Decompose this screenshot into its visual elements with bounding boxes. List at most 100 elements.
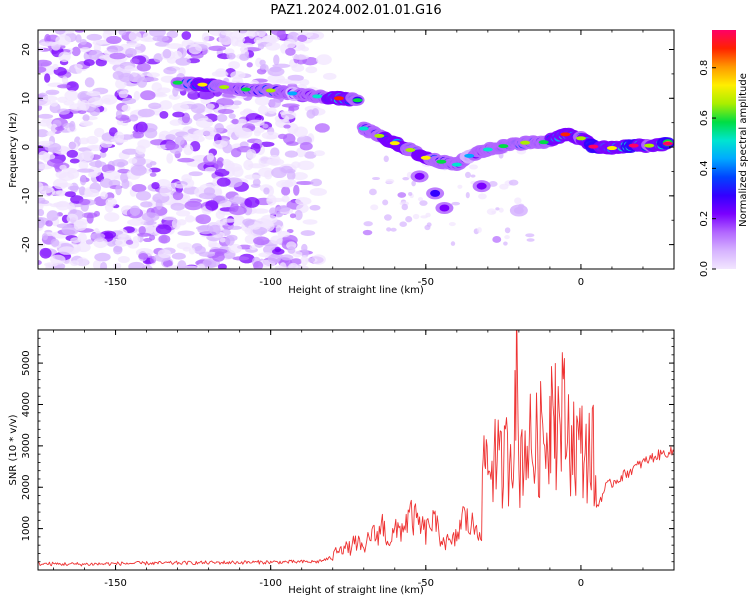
heatmap-noise-cell [86, 145, 98, 150]
heatmap-noise-cell [243, 159, 254, 171]
heatmap-noise-cell [214, 168, 230, 177]
snr-y-tick-label: 2000 [21, 475, 32, 500]
heatmap-noise-cell [499, 183, 509, 190]
heatmap-noise-cell [41, 95, 58, 102]
heatmap-noise-cell [468, 164, 479, 170]
heatmap-noise-cell [448, 222, 456, 227]
heatmap-noise-cell [478, 193, 487, 200]
heatmap-noise-cell [41, 118, 53, 124]
heatmap-noise-cell [419, 200, 428, 206]
heatmap-noise-cell [288, 262, 299, 269]
heatmap-noise-cell [247, 30, 256, 39]
heatmap-noise-cell [304, 151, 317, 159]
heatmap-noise-cell [130, 164, 147, 176]
snr-x-tick-label: -150 [104, 578, 127, 589]
ridge-peak [451, 162, 462, 167]
heatmap-noise-cell [55, 190, 66, 196]
spectrogram-heatmap [38, 30, 674, 269]
heatmap-noise-cell [271, 167, 287, 179]
heatmap-noise-cell [250, 183, 261, 188]
heatmap-noise-cell [159, 100, 173, 110]
heatmap-noise-cell [384, 214, 392, 221]
ridge-peak [520, 140, 531, 145]
heatmap-noise-cell [188, 247, 196, 255]
heatmap-noise-cell [488, 180, 498, 187]
heatmap-noise-cell [293, 184, 300, 196]
heatmap-noise-cell [131, 184, 147, 193]
heatmap-noise-cell [205, 103, 215, 110]
heatmap-noise-cell [287, 246, 296, 254]
heatmap-noise-cell [224, 235, 235, 246]
heatmap-noise-cell [61, 76, 69, 84]
heatmap-noise-cell [205, 200, 219, 211]
heatmap-noise-cell [103, 170, 121, 180]
snr-x-tick-label: -100 [259, 578, 282, 589]
heatmap-noise-cell [280, 254, 294, 261]
heatmap-noise-cell [38, 140, 54, 146]
heatmap-noise-cell [121, 179, 130, 189]
heatmap-noise-cell [465, 191, 470, 199]
heatmap-noise-cell [55, 34, 72, 46]
heatmap-noise-cell [362, 229, 373, 236]
heatmap-noise-cell [223, 160, 235, 172]
heatmap-noise-cell [57, 84, 71, 89]
heatmap-noise-cell [300, 230, 316, 237]
heatmap-noise-cell [217, 108, 235, 114]
heatmap-noise-cell [284, 80, 302, 85]
ridge-peak [389, 141, 400, 146]
ridge-peak [352, 98, 363, 103]
spectrogram-y-tick-label: 0 [21, 144, 32, 150]
heatmap-noise-cell [294, 209, 303, 221]
heatmap-noise-cell [286, 168, 296, 174]
heatmap-noise-cell [230, 147, 242, 158]
heatmap-noise-cell [258, 167, 274, 178]
ridge-peak [358, 126, 369, 131]
heatmap-noise-cell [369, 188, 377, 196]
heatmap-noise-cell [302, 56, 319, 66]
heatmap-noise-cell [401, 203, 409, 211]
heatmap-noise-cell [266, 194, 277, 206]
snr-y-tick-label: 4000 [21, 392, 32, 417]
heatmap-noise-cell [39, 247, 52, 259]
heatmap-noise-cell [279, 262, 287, 269]
heatmap-noise-cell [78, 186, 86, 196]
heatmap-noise-cell [215, 221, 226, 226]
colorbar-tick-label: 0.4 [699, 160, 710, 176]
heatmap-noise-cell [140, 90, 156, 101]
heatmap-noise-cell [55, 171, 67, 179]
heatmap-noise-cell [219, 237, 226, 243]
ridge-peak [197, 82, 208, 87]
heatmap-noise-cell [412, 213, 420, 220]
heatmap-noise-cell [314, 123, 330, 133]
heatmap-noise-cell [86, 90, 101, 97]
heatmap-noise-cell [309, 187, 328, 196]
heatmap-noise-cell [259, 64, 267, 70]
heatmap-noise-cell [128, 261, 145, 269]
spectrogram-frame [37, 29, 675, 270]
heatmap-noise-cell [236, 118, 247, 126]
heatmap-noise-cell [101, 94, 118, 105]
heatmap-noise-cell [78, 198, 91, 206]
heatmap-noise-cell [268, 154, 281, 166]
heatmap-noise-cell [129, 114, 139, 122]
heatmap-noise-cell [165, 140, 176, 151]
heatmap-noise-cell [114, 131, 125, 142]
heatmap-noise-cell [491, 210, 496, 214]
heatmap-noise-cell [293, 126, 308, 138]
heatmap-noise-cell [177, 260, 187, 269]
heatmap-noise-cell [50, 238, 60, 247]
spectrogram-x-axis-label: Height of straight line (km) [288, 285, 424, 296]
heatmap-noise-cell [253, 37, 263, 44]
heatmap-noise-cell [104, 201, 114, 213]
heatmap-noise-cell [172, 111, 185, 118]
heatmap-noise-cell [177, 157, 195, 163]
heatmap-noise-cell [148, 102, 162, 110]
heatmap-noise-cell [457, 184, 463, 189]
heatmap-noise-cell [283, 38, 297, 49]
snr-series-line [38, 330, 674, 567]
heatmap-noise-cell [100, 261, 108, 269]
heatmap-noise-cell [69, 120, 76, 132]
heatmap-noise-cell [197, 90, 215, 100]
heatmap-noise-cell [514, 197, 522, 205]
heatmap-noise-cell [40, 200, 50, 205]
